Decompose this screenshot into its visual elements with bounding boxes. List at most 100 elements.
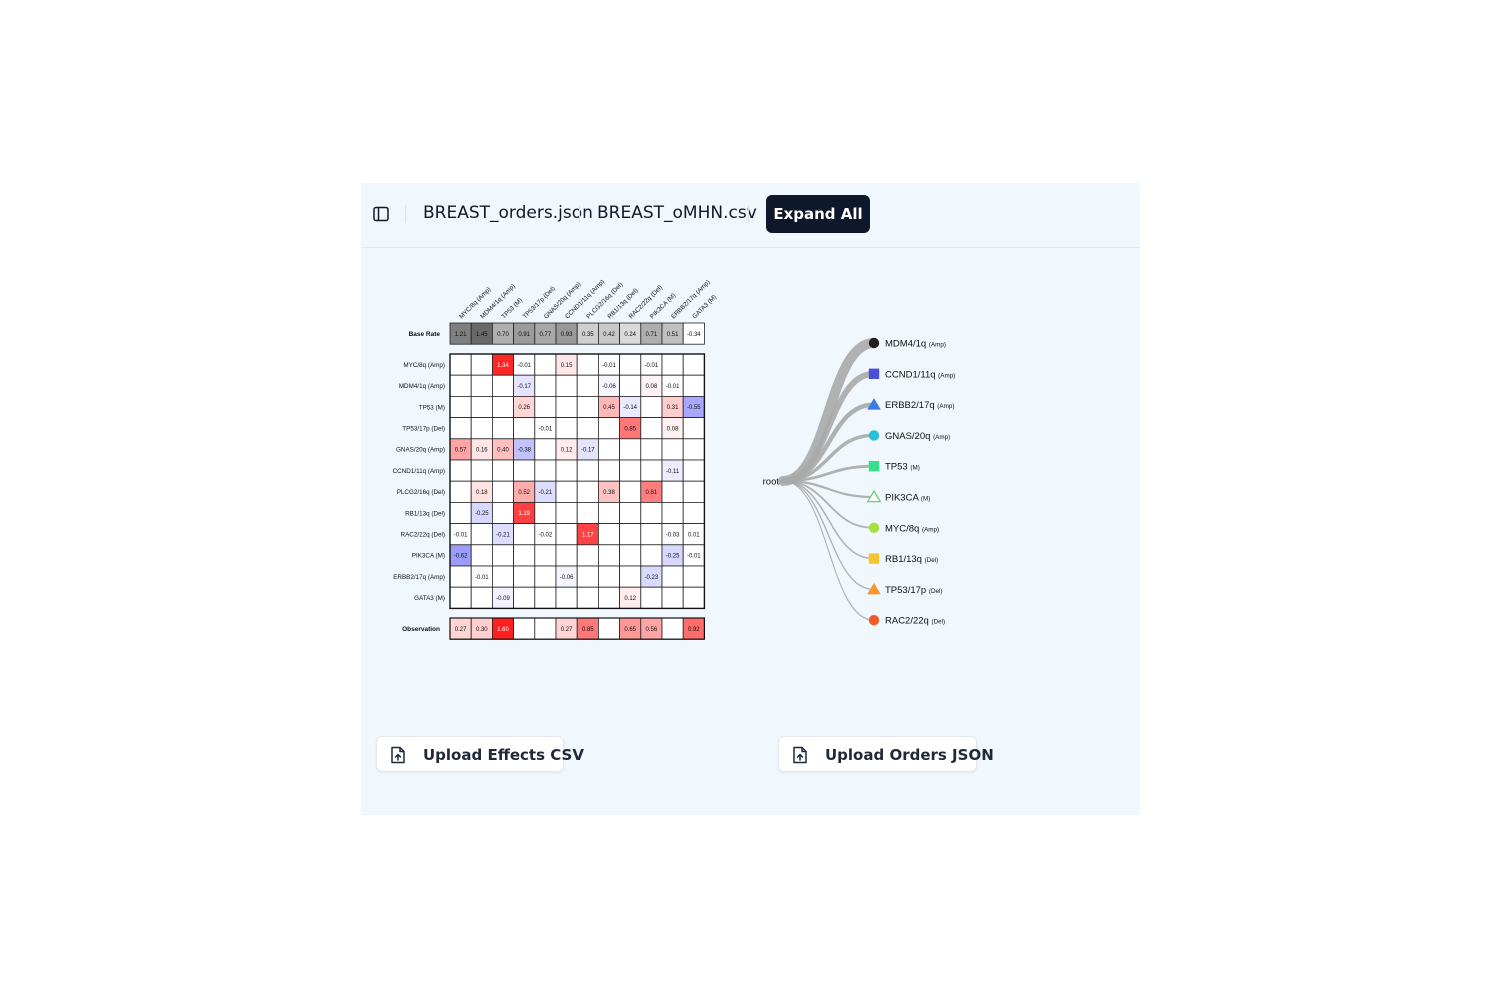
observation-value: 1.60 [497,627,509,633]
effect-value: 0.57 [455,448,467,454]
effect-value: -0.11 [666,469,680,475]
effect-value: 0.18 [476,490,488,496]
node-triangle-marker [867,398,881,410]
node-type: (M) [921,496,930,503]
effect-value: -0.21 [496,532,510,538]
effect-value: 0.26 [518,405,530,411]
node-label: RB1/13q (Del) [885,554,938,565]
node-square-marker [868,553,880,564]
effect-value: -0.01 [602,363,616,369]
tree-node[interactable]: TP53 (M) [868,461,920,473]
base-rate-value: 0.93 [561,332,573,338]
effect-value: 0.31 [667,405,679,411]
file-tab-omhn[interactable]: BREAST_oMHN.csv [597,203,757,223]
node-type: (Amp) [937,403,954,410]
effect-value: -0.02 [539,532,553,538]
effect-value: -0.01 [539,426,553,432]
effect-value: 0.15 [561,363,573,369]
effect-value: -0.23 [645,575,659,581]
base-rate-value: 0.71 [646,332,658,338]
row-label: RAC2/22q (Del) [401,532,445,539]
effect-value: 1.17 [582,532,594,538]
node-label: RAC2/22q (Del) [885,616,945,627]
effect-value: -0.55 [687,405,701,411]
upload-orders-json-button[interactable]: Upload Orders JSON [778,736,994,772]
base-rate-cell [682,322,705,345]
tree-node[interactable]: TP53/17p (Del) [867,582,943,596]
tree-link [782,480,875,560]
observation-value: 0.30 [476,627,488,633]
row-label: RB1/13q (Del) [405,510,445,517]
effect-value: 1.19 [518,511,530,517]
node-circle-marker [868,337,880,349]
observation-value: 0.27 [455,627,467,633]
tree-node[interactable]: CCND1/11q (Amp) [868,368,956,381]
node-label: MDM4/1q (Amp) [885,339,946,350]
node-label: MYC/8q (Amp) [885,523,939,534]
tree-link [782,480,875,591]
node-label: TP53/17p (Del) [885,585,943,596]
observation-value: 0.92 [688,627,700,633]
effect-value: -0.01 [475,575,489,581]
tree-node[interactable]: ERBB2/17q (Amp) [867,398,954,411]
main-panel: BREAST_orders.json BREAST_oMHN.csv Expan… [361,183,1140,815]
node-type: (Amp) [922,526,939,533]
base-rate-value: 0.24 [624,332,636,338]
observation-value: 0.85 [582,627,594,633]
effect-value: -0.09 [496,596,510,602]
effect-value: -0.21 [539,490,553,496]
observation-value: 0.65 [624,627,636,633]
effect-value: 0.38 [603,490,615,496]
effect-value: 0.85 [624,426,636,432]
effect-value: 1.34 [497,363,509,369]
row-label: TP53 (M) [419,404,445,411]
tree-node[interactable]: GNAS/20q (Amp) [868,430,950,442]
base-rate-value: 1.45 [476,332,488,338]
observation-label: Observation [402,626,440,633]
effect-value: -0.01 [454,532,468,538]
node-type: (Del) [931,619,945,626]
toolbar: BREAST_orders.json BREAST_oMHN.csv Expan… [361,183,1140,248]
toolbar-divider [579,205,580,223]
node-circle-marker [868,522,880,533]
effect-value: 0.01 [688,532,700,538]
effect-value: 0.12 [624,596,636,602]
tree-node[interactable]: RB1/13q (Del) [868,553,938,565]
effect-value: 0.16 [476,448,488,454]
effect-value: 0.40 [497,448,509,454]
tree-node[interactable]: MYC/8q (Amp) [868,522,939,535]
row-label: CCND1/11q (Amp) [393,468,445,475]
node-type: (Amp) [938,372,955,379]
tree-link [780,370,877,484]
base-rate-value: 0.77 [540,332,552,338]
tree-node[interactable]: PIK3CA (M) [866,489,931,504]
effect-value: -0.25 [475,511,489,517]
tree-node[interactable]: RAC2/22q (Del) [868,615,945,627]
node-type: (M) [910,465,919,472]
upload-effects-csv-button[interactable]: Upload Effects CSV [376,736,584,772]
node-label: TP53 (M) [885,462,920,473]
effect-value: -0.03 [666,532,680,538]
sidebar-panel-icon[interactable] [373,206,389,222]
effect-value: -0.17 [581,448,595,454]
expand-all-button[interactable]: Expand All [766,195,870,233]
file-tab-orders[interactable]: BREAST_orders.json [423,203,593,223]
tree-root-label: root [763,477,780,488]
node-square-marker [868,461,880,472]
effect-value: 0.12 [561,448,573,454]
row-label: GNAS/20q (Amp) [396,447,445,454]
effects-heatmap: MYC/8q (Amp) MDM4/1q (Amp) TP53 (M) TP53/17… [393,278,718,640]
effect-value: 0.81 [646,490,658,496]
node-type: (Del) [925,557,939,564]
observation-border [449,617,705,640]
base-rate-value: 0.91 [518,332,530,338]
tree-node[interactable]: MDM4/1q (Amp) [868,337,946,350]
effect-value: 0.52 [518,490,530,496]
upload-orders-label: Upload Orders JSON [825,746,994,764]
node-label: ERBB2/17q (Amp) [885,400,954,411]
effect-value: 0.45 [603,405,615,411]
effect-value: -0.17 [517,384,531,390]
file-upload-icon [391,746,405,764]
tree-link [782,480,875,529]
node-circle-marker [868,430,880,441]
